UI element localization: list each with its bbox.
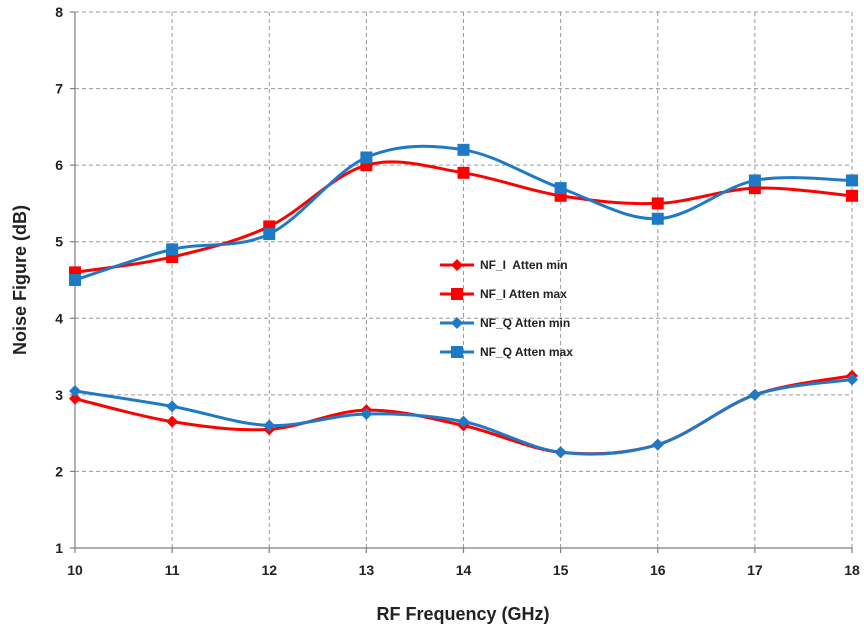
series-3: [69, 373, 858, 459]
y-tick-label: 1: [55, 540, 63, 556]
y-tick-labels: 1 2 3 4 5 6 7 8: [55, 4, 63, 556]
legend-entry: NF_Q Atten min: [440, 316, 570, 330]
y-tick-label: 3: [55, 387, 63, 403]
y-tick-label: 4: [55, 310, 63, 326]
legend-marker: [451, 317, 463, 329]
data-point: [166, 400, 179, 413]
y-tick-label: 2: [55, 463, 63, 479]
data-point: [748, 388, 761, 401]
x-tick-label: 10: [67, 562, 83, 578]
data-point: [457, 143, 470, 156]
y-axis-title: Noise Figure (dB): [10, 205, 30, 355]
data-point: [360, 151, 373, 164]
x-tick-label: 14: [456, 562, 472, 578]
x-tick-labels: 10 11 12 13 14 15 16 17 18: [67, 562, 860, 578]
data-point: [69, 385, 81, 398]
series-4: [69, 143, 858, 286]
data-point: [748, 174, 761, 187]
grid: [75, 11, 853, 548]
data-point: [263, 228, 276, 241]
data-point: [554, 446, 567, 459]
x-tick-label: 12: [261, 562, 277, 578]
legend-label: NF_I Atten max: [480, 287, 567, 301]
data-point: [69, 274, 81, 286]
data-point: [457, 166, 470, 179]
legend-marker: [451, 259, 463, 271]
x-tick-label: 17: [747, 562, 763, 578]
data-point: [846, 373, 858, 386]
y-tick-label: 8: [55, 4, 63, 20]
legend-label: NF_Q Atten min: [480, 316, 570, 330]
data-point: [457, 415, 470, 428]
data-point: [166, 243, 179, 256]
x-tick-label: 16: [650, 562, 666, 578]
data-point: [166, 415, 179, 428]
legend-entry: NF_Q Atten max: [440, 345, 573, 359]
series-layer: [69, 143, 858, 459]
data-point: [651, 212, 664, 225]
legend-marker: [451, 288, 463, 300]
data-point: [360, 408, 373, 420]
data-point: [651, 197, 664, 210]
y-tick-label: 7: [55, 81, 63, 97]
data-point: [263, 419, 276, 432]
legend-entry: NF_I Atten min: [440, 258, 568, 272]
legend: NF_I Atten min NF_I Atten max NF_Q Atten m…: [440, 258, 573, 359]
y-tick-label: 5: [55, 234, 63, 250]
x-tick-label: 18: [844, 562, 860, 578]
legend-marker: [451, 346, 463, 358]
x-tick-label: 11: [165, 562, 180, 578]
x-axis-title: RF Frequency (GHz): [376, 604, 549, 624]
legend-entry: NF_I Atten max: [440, 287, 567, 301]
x-tick-label: 15: [553, 562, 569, 578]
data-point: [846, 174, 858, 187]
data-point: [651, 438, 664, 451]
data-point: [554, 182, 567, 195]
y-tick-label: 6: [55, 157, 63, 173]
data-point: [846, 189, 858, 202]
legend-label: NF_Q Atten max: [480, 345, 573, 359]
legend-label: NF_I Atten min: [480, 258, 568, 272]
x-tick-label: 13: [359, 562, 375, 578]
data-point: [69, 392, 81, 405]
